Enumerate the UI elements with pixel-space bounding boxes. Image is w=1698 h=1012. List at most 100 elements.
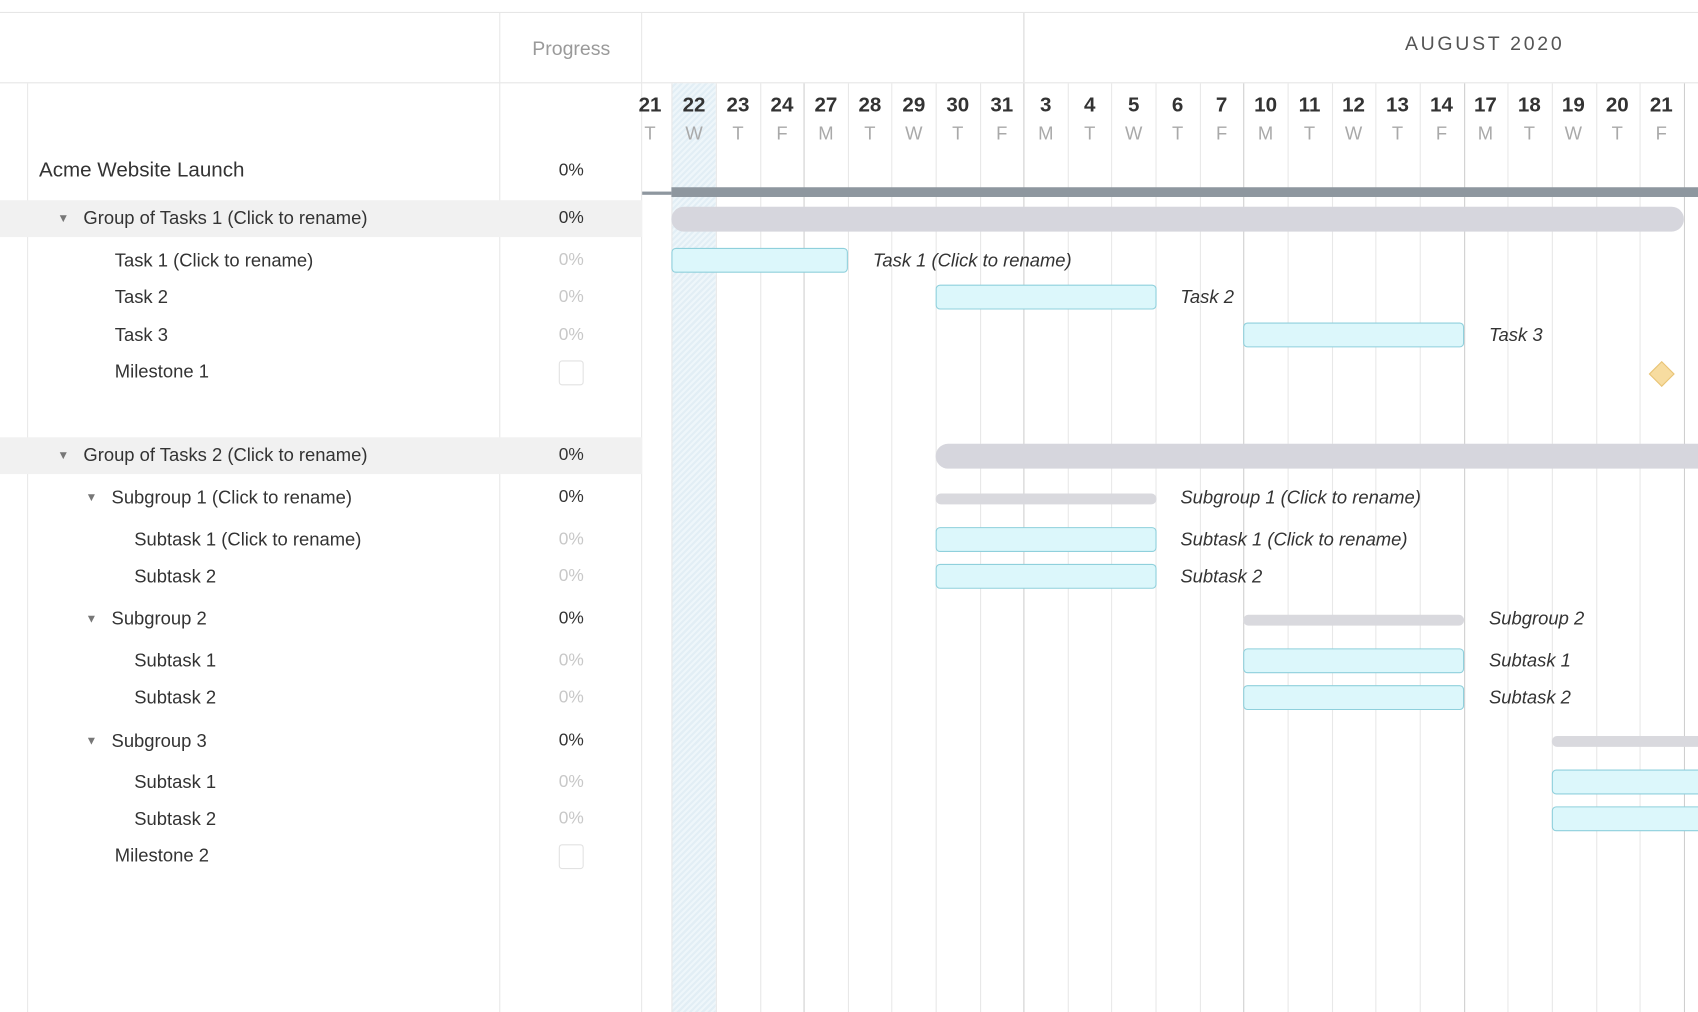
day-header: 21 F xyxy=(1639,83,1683,145)
task-bar[interactable] xyxy=(935,527,1157,552)
day-number: 18 xyxy=(1517,94,1541,117)
row-name[interactable]: Subtask 1 xyxy=(134,771,217,793)
day-gridline xyxy=(1507,83,1509,1012)
project-row[interactable]: Acme Website Launch 0% xyxy=(0,153,642,190)
day-gridline xyxy=(715,83,717,1012)
task-row[interactable]: Subtask 2 0% xyxy=(0,680,642,717)
milestone-diamond-icon[interactable] xyxy=(1648,360,1675,387)
milestone-checkbox[interactable] xyxy=(558,844,584,870)
row-name[interactable]: Group of Tasks 2 (Click to rename) xyxy=(83,444,368,466)
row-name[interactable]: Subtask 2 xyxy=(134,808,217,830)
day-letter: T xyxy=(864,123,876,144)
task-bar[interactable] xyxy=(1243,322,1465,348)
today-highlight xyxy=(671,83,716,1012)
task-bar[interactable] xyxy=(935,563,1157,589)
collapse-triangle-icon[interactable]: ▼ xyxy=(57,212,70,226)
day-number: 21 xyxy=(638,94,662,117)
task-bar[interactable] xyxy=(1243,685,1465,711)
day-letter: W xyxy=(905,123,923,144)
task-row[interactable]: Subtask 2 0% xyxy=(0,558,642,595)
row-name[interactable]: Task 1 (Click to rename) xyxy=(114,250,314,271)
row-progress: 0% xyxy=(558,567,584,586)
day-gridline xyxy=(1287,83,1289,1012)
day-header: 20 T xyxy=(1595,83,1639,145)
row-name[interactable]: Task 3 xyxy=(114,324,169,346)
row-progress: 0% xyxy=(558,287,584,307)
bar-label: Task 2 xyxy=(1180,286,1234,308)
day-gridline xyxy=(1551,83,1553,1012)
collapse-triangle-icon[interactable]: ▼ xyxy=(85,612,98,626)
group-row[interactable]: ▼ Group of Tasks 2 (Click to rename) 0% xyxy=(0,437,643,475)
task-bar[interactable] xyxy=(671,247,848,273)
day-letter: T xyxy=(732,123,744,144)
day-gridline xyxy=(1375,83,1377,1012)
task-row[interactable]: Task 3 0% xyxy=(0,317,642,354)
row-name[interactable]: Milestone 1 xyxy=(114,361,209,383)
milestone-row[interactable]: Milestone 1 xyxy=(0,354,642,391)
row-name[interactable]: Subtask 1 (Click to rename) xyxy=(134,529,362,550)
day-gridline xyxy=(1331,83,1334,1012)
day-number: 11 xyxy=(1298,94,1321,117)
day-gridline xyxy=(1639,83,1641,1012)
milestone-row[interactable]: Milestone 2 xyxy=(0,838,642,875)
task-bar[interactable] xyxy=(1551,806,1698,832)
collapse-triangle-icon[interactable]: ▼ xyxy=(85,491,98,505)
task-bar[interactable] xyxy=(1551,769,1698,795)
collapse-triangle-icon[interactable]: ▼ xyxy=(85,734,98,748)
day-number: 20 xyxy=(1605,94,1629,117)
row-name[interactable]: Group of Tasks 1 (Click to rename) xyxy=(83,207,368,229)
task-row[interactable]: Task 1 (Click to rename) 0% xyxy=(0,242,642,279)
task-bar[interactable] xyxy=(1243,648,1465,674)
group-bar[interactable] xyxy=(671,206,1684,232)
project-summary-bar[interactable] xyxy=(671,187,1698,197)
milestone-checkbox[interactable] xyxy=(558,360,584,386)
row-name[interactable]: Subgroup 3 xyxy=(111,730,207,752)
task-row[interactable]: Task 2 0% xyxy=(0,279,642,316)
day-header: 2 xyxy=(1683,83,1698,123)
row-progress: 0% xyxy=(558,772,584,792)
group-row[interactable]: ▼ Group of Tasks 1 (Click to rename) 0% xyxy=(0,200,643,238)
task-row[interactable]: Subtask 1 (Click to rename) 0% xyxy=(0,522,642,559)
row-name[interactable]: Milestone 2 xyxy=(114,845,209,866)
progress-column-divider[interactable] xyxy=(641,12,643,1012)
task-row[interactable]: Subtask 1 0% xyxy=(0,764,642,801)
subgroup-row[interactable]: ▼ Subgroup 2 0% xyxy=(0,601,642,638)
day-letter: W xyxy=(1344,123,1363,144)
day-letter: F xyxy=(1435,123,1448,144)
day-header: 24 F xyxy=(760,83,804,145)
subgroup-row[interactable]: ▼ Subgroup 3 0% xyxy=(0,723,642,760)
week-gridline xyxy=(1464,83,1466,1012)
project-name[interactable]: Acme Website Launch xyxy=(38,159,245,182)
day-number: 24 xyxy=(770,94,794,117)
row-name[interactable]: Subtask 2 xyxy=(134,687,217,708)
bar-label: Subtask 1 xyxy=(1489,650,1571,672)
day-letter: T xyxy=(952,123,964,144)
day-header: 29 W xyxy=(892,83,936,145)
row-progress: 0% xyxy=(558,651,584,670)
group-bar[interactable] xyxy=(935,443,1698,469)
row-name[interactable]: Subtask 2 xyxy=(134,566,217,587)
task-row[interactable]: Subtask 1 0% xyxy=(0,643,642,680)
subgroup-row[interactable]: ▼ Subgroup 1 (Click to rename) 0% xyxy=(0,479,642,516)
collapse-triangle-icon[interactable]: ▼ xyxy=(57,449,70,463)
row-name[interactable]: Subgroup 2 xyxy=(111,608,207,629)
subgroup-bar[interactable] xyxy=(1551,735,1698,747)
row-name[interactable]: Task 2 xyxy=(114,286,169,308)
task-row[interactable]: Subtask 2 0% xyxy=(0,801,642,838)
row-name[interactable]: Subgroup 1 (Click to rename) xyxy=(111,487,352,508)
subgroup-bar[interactable] xyxy=(935,493,1157,505)
day-number: 14 xyxy=(1429,94,1453,117)
day-number: 10 xyxy=(1254,94,1278,117)
progress-column-header[interactable]: Progress xyxy=(532,37,611,60)
subgroup-bar[interactable] xyxy=(1243,614,1465,626)
day-letter: M xyxy=(1257,123,1274,144)
row-progress: 0% xyxy=(558,809,584,828)
row-name[interactable]: Subtask 1 xyxy=(134,650,217,672)
day-letter: T xyxy=(1523,123,1536,144)
task-bar[interactable] xyxy=(935,284,1157,310)
bar-label: Subtask 2 xyxy=(1180,566,1263,587)
day-letter: W xyxy=(685,123,703,144)
name-column-divider[interactable] xyxy=(499,12,501,1012)
week-gridline xyxy=(1243,83,1245,1012)
